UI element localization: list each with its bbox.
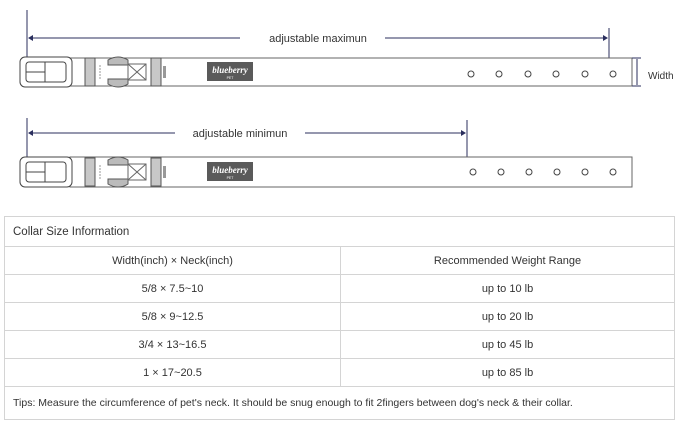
table-row: 1 × 17~20.5 up to 85 lb — [4, 358, 675, 387]
collar-holes-top — [467, 70, 617, 78]
weight-cell: up to 20 lb — [340, 302, 675, 331]
table-header-row: Width(inch) × Neck(inch) Recommended Wei… — [4, 246, 675, 275]
adjustable-minimum-label: adjustable minimun — [193, 128, 288, 140]
table-row: 5/8 × 7.5~10 up to 10 lb — [4, 274, 675, 303]
size-cell: 1 × 17~20.5 — [4, 358, 341, 387]
tips-text: Tips: Measure the circumference of pet's… — [4, 386, 675, 420]
collar-holes-bottom — [469, 168, 617, 176]
table-row: 3/4 × 13~16.5 up to 45 lb — [4, 330, 675, 359]
header-weight-range: Recommended Weight Range — [340, 246, 675, 275]
size-cell: 5/8 × 7.5~10 — [4, 274, 341, 303]
weight-cell: up to 45 lb — [340, 330, 675, 359]
collar-diagram: blueberry PET adjustable maximun Width a… — [19, 10, 674, 188]
table-row: 5/8 × 9~12.5 up to 20 lb — [4, 302, 675, 331]
table-title: Collar Size Information — [4, 216, 675, 247]
adjustable-maximum-label: adjustable maximun — [269, 33, 367, 45]
size-cell: 5/8 × 9~12.5 — [4, 302, 341, 331]
size-table: Collar Size Information Width(inch) × Ne… — [4, 216, 675, 420]
weight-cell: up to 10 lb — [340, 274, 675, 303]
width-label: Width — [648, 71, 674, 82]
header-width-neck: Width(inch) × Neck(inch) — [4, 246, 341, 275]
size-cell: 3/4 × 13~16.5 — [4, 330, 341, 359]
weight-cell: up to 85 lb — [340, 358, 675, 387]
